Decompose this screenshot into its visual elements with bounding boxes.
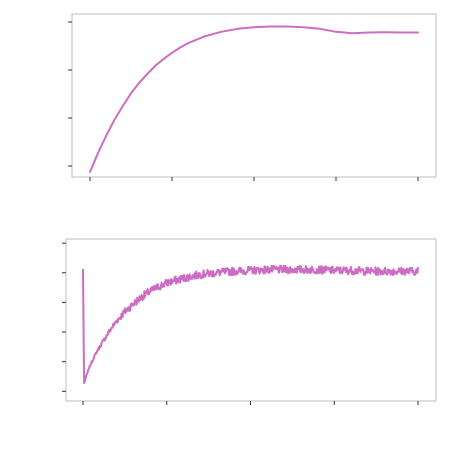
top-panel	[68, 13, 437, 181]
plot-frame	[65, 238, 437, 402]
series-line	[82, 264, 419, 385]
plot-frame	[71, 13, 437, 178]
series-line	[89, 25, 419, 173]
bottom-panel	[62, 238, 437, 405]
